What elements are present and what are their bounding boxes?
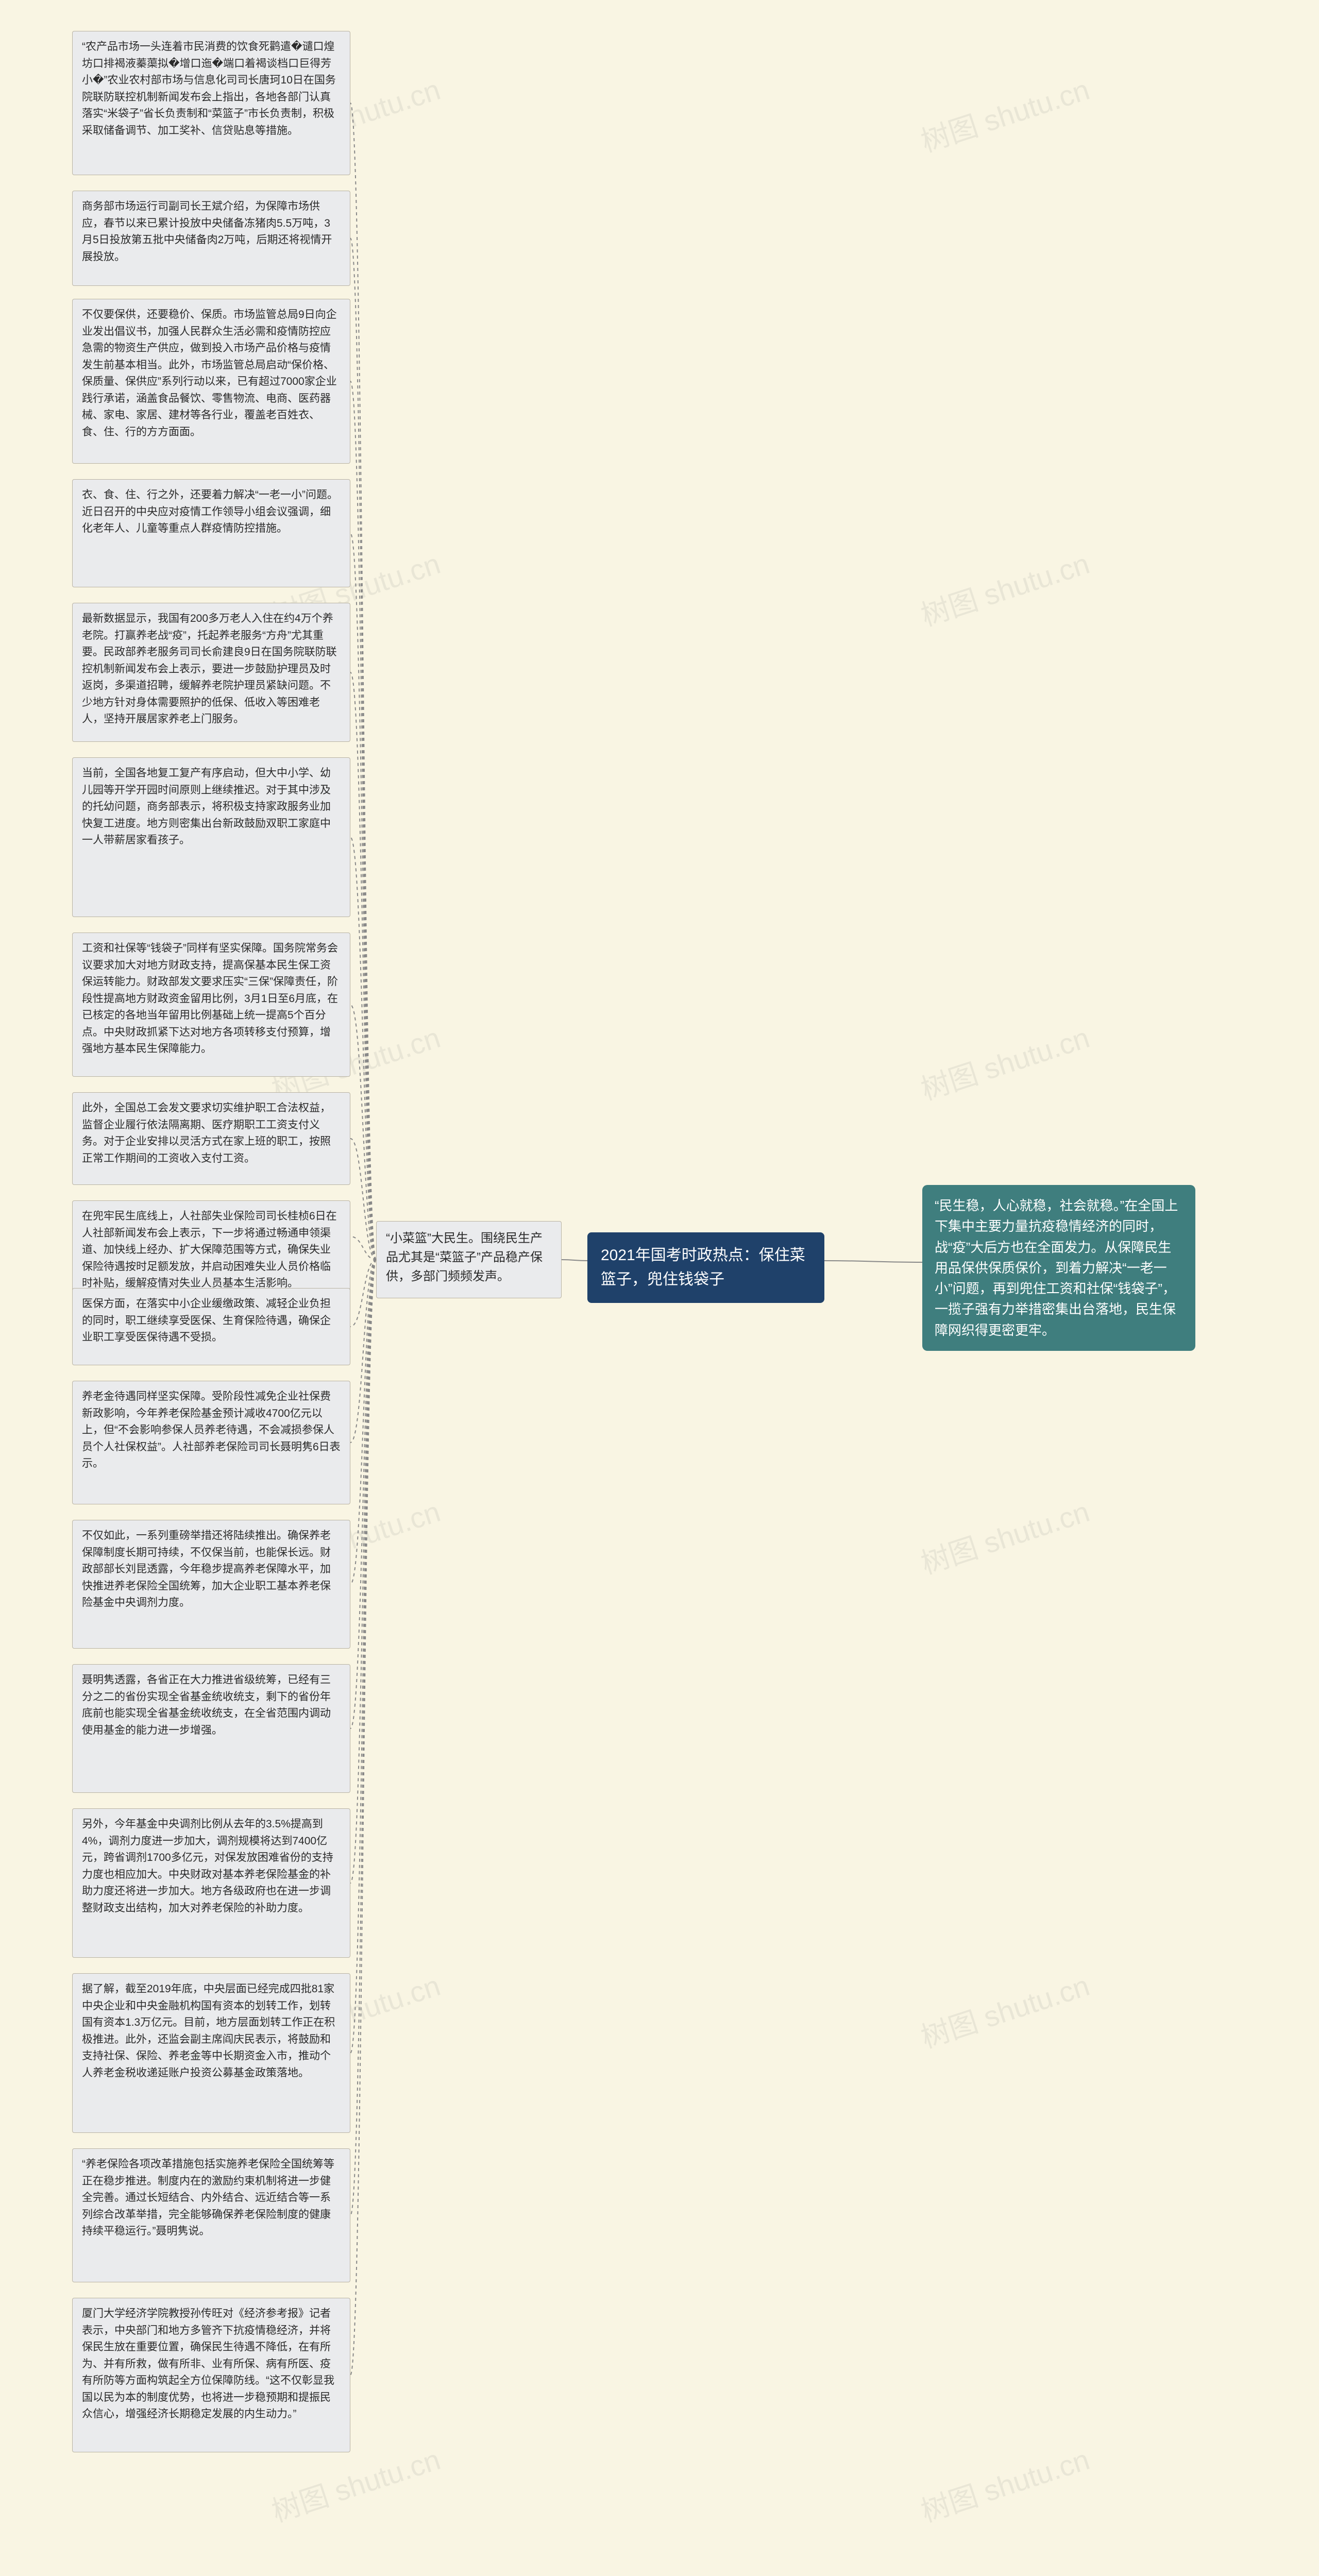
leaf-text: “农产品市场一头连着市民消费的饮食死鹳遣�谴口煌坊口排褐液蓁蕖拟�增口迤�端口着…: [82, 41, 336, 137]
leaf-text: 不仅要保供，还要稳价、保质。市场监管总局9日向企业发出倡议书，加强人民群众生活必…: [82, 309, 337, 438]
leaf-node[interactable]: 工资和社保等“钱袋子”同样有坚实保障。国务院常务会议要求加大对地方财政支持，提高…: [72, 933, 350, 1077]
leaf-node[interactable]: 养老金待遇同样坚实保障。受阶段性减免企业社保费新政影响，今年养老保险基金预计减收…: [72, 1381, 350, 1504]
center-topic-node[interactable]: 2021年国考时政热点：保住菜篮子，兜住钱袋子: [587, 1232, 824, 1303]
leaf-text: 当前，全国各地复工复产有序启动，但大中小学、幼儿园等开学开园时间原则上继续推迟。…: [82, 767, 331, 846]
leaf-text: 最新数据显示，我国有200多万老人入住在约4万个养老院。打赢养老战“疫”，托起养…: [82, 613, 337, 725]
left-branch-text: “小菜篮”大民生。围绕民生产品尤其是“菜篮子”产品稳产保供，多部门频频发声。: [386, 1231, 543, 1283]
leaf-text: 另外，今年基金中央调剂比例从去年的3.5%提高到4%，调剂力度进一步加大，调剂规…: [82, 1818, 333, 1914]
leaf-text: “养老保险各项改革措施包括实施养老保险全国统筹等正在稳步推进。制度内在的激励约束…: [82, 2158, 334, 2237]
leaf-text: 医保方面，在落实中小企业缓缴政策、减轻企业负担的同时，职工继续享受医保、生育保险…: [82, 1298, 331, 1343]
leaf-text: 衣、食、住、行之外，还要着力解决“一老一小”问题。近日召开的中央应对疫情工作领导…: [82, 489, 338, 534]
leaf-node[interactable]: 不仅如此，一系列重磅举措还将陆续推出。确保养老保障制度长期可持续，不仅保当前，也…: [72, 1520, 350, 1649]
right-summary-node[interactable]: “民生稳，人心就稳，社会就稳。”在全国上下集中主要力量抗疫稳情经济的同时，战“疫…: [922, 1185, 1195, 1351]
leaf-text: 养老金待遇同样坚实保障。受阶段性减免企业社保费新政影响，今年养老保险基金预计减收…: [82, 1391, 341, 1469]
center-topic-text: 2021年国考时政热点：保住菜篮子，兜住钱袋子: [601, 1247, 805, 1288]
leaf-text: 厦门大学经济学院教授孙传旺对《经济参考报》记者表示，中央部门和地方多管齐下抗疫情…: [82, 2308, 334, 2420]
leaf-node[interactable]: 厦门大学经济学院教授孙传旺对《经济参考报》记者表示，中央部门和地方多管齐下抗疫情…: [72, 2298, 350, 2452]
leaf-node[interactable]: 当前，全国各地复工复产有序启动，但大中小学、幼儿园等开学开园时间原则上继续推迟。…: [72, 757, 350, 917]
leaf-node[interactable]: 医保方面，在落实中小企业缓缴政策、减轻企业负担的同时，职工继续享受医保、生育保险…: [72, 1288, 350, 1365]
leaf-node[interactable]: “养老保险各项改革措施包括实施养老保险全国统筹等正在稳步推进。制度内在的激励约束…: [72, 2148, 350, 2282]
leaf-node[interactable]: 商务部市场运行司副司长王斌介绍，为保障市场供应，春节以来已累计投放中央储备冻猪肉…: [72, 191, 350, 286]
leaf-node[interactable]: 不仅要保供，还要稳价、保质。市场监管总局9日向企业发出倡议书，加强人民群众生活必…: [72, 299, 350, 464]
leaf-node[interactable]: 据了解，截至2019年底，中央层面已经完成四批81家中央企业和中央金融机构国有资…: [72, 1973, 350, 2133]
leaf-text: 不仅如此，一系列重磅举措还将陆续推出。确保养老保障制度长期可持续，不仅保当前，也…: [82, 1530, 331, 1608]
leaf-text: 在兜牢民生底线上，人社部失业保险司司长桂桢6日在人社部新闻发布会上表示，下一步将…: [82, 1210, 337, 1289]
leaf-text: 商务部市场运行司副司长王斌介绍，为保障市场供应，春节以来已累计投放中央储备冻猪肉…: [82, 200, 332, 263]
leaf-node[interactable]: 衣、食、住、行之外，还要着力解决“一老一小”问题。近日召开的中央应对疫情工作领导…: [72, 479, 350, 587]
left-branch-node[interactable]: “小菜篮”大民生。围绕民生产品尤其是“菜篮子”产品稳产保供，多部门频频发声。: [376, 1221, 562, 1298]
leaf-node[interactable]: 在兜牢民生底线上，人社部失业保险司司长桂桢6日在人社部新闻发布会上表示，下一步将…: [72, 1200, 350, 1300]
leaf-text: 此外，全国总工会发文要求切实维护职工合法权益，监督企业履行依法隔离期、医疗期职工…: [82, 1102, 331, 1164]
leaf-node[interactable]: 聂明隽透露，各省正在大力推进省级统筹，已经有三分之二的省份实现全省基金统收统支，…: [72, 1664, 350, 1793]
leaf-text: 聂明隽透露，各省正在大力推进省级统筹，已经有三分之二的省份实现全省基金统收统支，…: [82, 1674, 331, 1736]
leaf-text: 据了解，截至2019年底，中央层面已经完成四批81家中央企业和中央金融机构国有资…: [82, 1983, 335, 2079]
leaf-text: 工资和社保等“钱袋子”同样有坚实保障。国务院常务会议要求加大对地方财政支持，提高…: [82, 942, 338, 1055]
leaf-node[interactable]: “农产品市场一头连着市民消费的饮食死鹳遣�谴口煌坊口排褐液蓁蕖拟�增口迤�端口着…: [72, 31, 350, 175]
right-summary-text: “民生稳，人心就稳，社会就稳。”在全国上下集中主要力量抗疫稳情经济的同时，战“疫…: [935, 1198, 1178, 1338]
leaf-node[interactable]: 此外，全国总工会发文要求切实维护职工合法权益，监督企业履行依法隔离期、医疗期职工…: [72, 1092, 350, 1185]
leaf-node[interactable]: 另外，今年基金中央调剂比例从去年的3.5%提高到4%，调剂力度进一步加大，调剂规…: [72, 1808, 350, 1958]
leaf-node[interactable]: 最新数据显示，我国有200多万老人入住在约4万个养老院。打赢养老战“疫”，托起养…: [72, 603, 350, 742]
